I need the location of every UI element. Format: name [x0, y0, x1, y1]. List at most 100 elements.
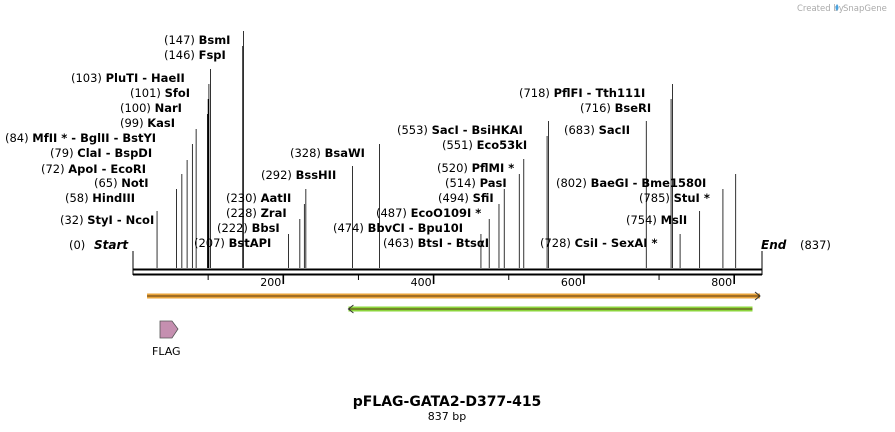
snapgene-logo-icon: [835, 4, 839, 11]
site-position: (207): [194, 236, 229, 250]
green-feature-arrow[interactable]: [347, 304, 753, 314]
site-19[interactable]: (474) BbvCI - Bpu10I: [333, 219, 490, 268]
site-3[interactable]: (72) ApoI - EcoRI: [41, 160, 188, 268]
site-enzyme: BseRI: [615, 101, 652, 115]
site-position: (100): [120, 101, 155, 115]
site-enzyme: NotI: [121, 176, 148, 190]
site-7[interactable]: (100) NarI: [120, 99, 209, 268]
site-12[interactable]: (207) BstAPI: [194, 234, 289, 268]
ruler-label-1: 400: [411, 276, 432, 289]
site-label: (222) BbsI: [217, 221, 280, 235]
site-enzyme: CsiI - SexAI *: [575, 236, 658, 250]
site-label: (328) BsaWI: [290, 146, 365, 160]
site-label: (520) PflMI *: [437, 161, 514, 175]
site-label: (103) PluTI - HaeII: [71, 71, 185, 85]
site-label: (228) ZraI: [226, 206, 287, 220]
site-15[interactable]: (230) AatII: [226, 189, 307, 268]
site-enzyme: StuI *: [674, 191, 710, 205]
site-30[interactable]: (754) MslI: [626, 211, 701, 268]
site-label: (754) MslI: [626, 213, 687, 227]
site-20[interactable]: (487) EcoO109I *: [376, 204, 500, 268]
site-position: (802): [556, 176, 591, 190]
site-position: (58): [65, 191, 92, 205]
site-label: (207) BstAPI: [194, 236, 271, 250]
site-14[interactable]: (228) ZraI: [226, 204, 305, 268]
site-24[interactable]: (551) Eco53kI: [442, 136, 548, 268]
site-23[interactable]: (520) PflMI *: [437, 159, 525, 268]
site-10[interactable]: (146) FspI: [164, 46, 244, 268]
site-enzyme: Eco53kI: [477, 138, 528, 152]
site-label: (494) SfiI: [438, 191, 494, 205]
site-31[interactable]: (785) StuI *: [639, 189, 724, 268]
site-25[interactable]: (553) SacI - BsiHKAI: [397, 121, 549, 268]
site-enzyme: SfiI: [473, 191, 494, 205]
site-label: (101) SfoI: [130, 86, 190, 100]
site-position: (551): [442, 138, 477, 152]
site-position: (487): [376, 206, 411, 220]
site-18[interactable]: (463) BtsI - BtsαI: [383, 234, 489, 268]
site-position: (716): [580, 101, 615, 115]
site-16[interactable]: (292) BssHII: [261, 166, 353, 268]
site-position: (520): [437, 161, 472, 175]
site-position: (718): [519, 86, 554, 100]
site-label: (72) ApoI - EcoRI: [41, 162, 146, 176]
site-position: (103): [71, 71, 106, 85]
site-label: (463) BtsI - BtsαI: [383, 236, 489, 250]
site-17[interactable]: (328) BsaWI: [290, 144, 380, 268]
site-2[interactable]: (65) NotI: [94, 174, 183, 268]
site-label: (32) StyI - NcoI: [60, 213, 154, 227]
site-enzyme: BsaWI: [325, 146, 365, 160]
site-enzyme: ZraI: [261, 206, 287, 220]
site-position: (728): [540, 236, 575, 250]
site-position: (72): [41, 162, 68, 176]
site-29[interactable]: (728) CsiI - SexAI *: [540, 234, 681, 268]
created-by-text: Created by: [797, 4, 844, 14]
site-label: (683) SacII: [564, 123, 630, 137]
site-4[interactable]: (79) ClaI - BspDI: [50, 144, 193, 268]
site-enzyme: ApoI - EcoRI: [68, 162, 146, 176]
site-label: (474) BbvCI - Bpu10I: [333, 221, 463, 235]
site-position: (754): [626, 213, 661, 227]
site-label: (65) NotI: [94, 176, 149, 190]
site-label: (487) EcoO109I *: [376, 206, 481, 220]
site-enzyme: StyI - NcoI: [87, 213, 154, 227]
site-position: (65): [94, 176, 121, 190]
site-32[interactable]: (802) BaeGI - Bme1580I: [556, 174, 737, 268]
site-position: (292): [261, 168, 296, 182]
site-enzyme: FspI: [199, 48, 226, 62]
site-21[interactable]: (494) SfiI: [438, 189, 505, 268]
site-label: (84) MfII * - BglII - BstYI: [5, 131, 156, 145]
site-22[interactable]: (514) PasI: [445, 174, 520, 268]
site-8[interactable]: (101) SfoI: [130, 84, 210, 268]
site-enzyme: SacI - BsiHKAI: [432, 123, 523, 137]
start-label: (0) Start: [69, 238, 129, 252]
site-position: (230): [226, 191, 261, 205]
site-enzyme: SacII: [599, 123, 630, 137]
site-28[interactable]: (718) PflFI - Tth111I: [519, 84, 673, 268]
brand-text: SnapGene: [843, 4, 887, 14]
site-label: (716) BseRI: [580, 101, 651, 115]
site-position: (328): [290, 146, 325, 160]
site-enzyme: MfII * - BglII - BstYI: [32, 131, 156, 145]
site-label: (718) PflFI - Tth111I: [519, 86, 645, 100]
site-6[interactable]: (99) KasI: [120, 114, 208, 268]
flag-feature-arrow[interactable]: FLAG: [152, 320, 181, 358]
site-13[interactable]: (222) BbsI: [217, 219, 301, 268]
site-enzyme: PflMI *: [472, 161, 515, 175]
site-26[interactable]: (683) SacII: [564, 121, 647, 268]
flag-feature-label: FLAG: [152, 345, 181, 358]
site-enzyme: BbsI: [252, 221, 280, 235]
site-position: (494): [438, 191, 473, 205]
site-0[interactable]: (32) StyI - NcoI: [60, 211, 158, 268]
orange-feature-arrow[interactable]: [147, 291, 761, 301]
site-27[interactable]: (716) BseRI: [580, 99, 672, 268]
site-9[interactable]: (103) PluTI - HaeII: [71, 69, 211, 268]
site-label: (802) BaeGI - Bme1580I: [556, 176, 706, 190]
site-1[interactable]: (58) HindIII: [65, 189, 177, 268]
site-11[interactable]: (147) BsmI: [164, 31, 244, 268]
site-position: (683): [564, 123, 599, 137]
site-5[interactable]: (84) MfII * - BglII - BstYI: [5, 129, 197, 268]
site-enzyme: MslI: [661, 213, 688, 227]
site-label: (728) CsiI - SexAI *: [540, 236, 658, 250]
site-label: (99) KasI: [120, 116, 175, 130]
